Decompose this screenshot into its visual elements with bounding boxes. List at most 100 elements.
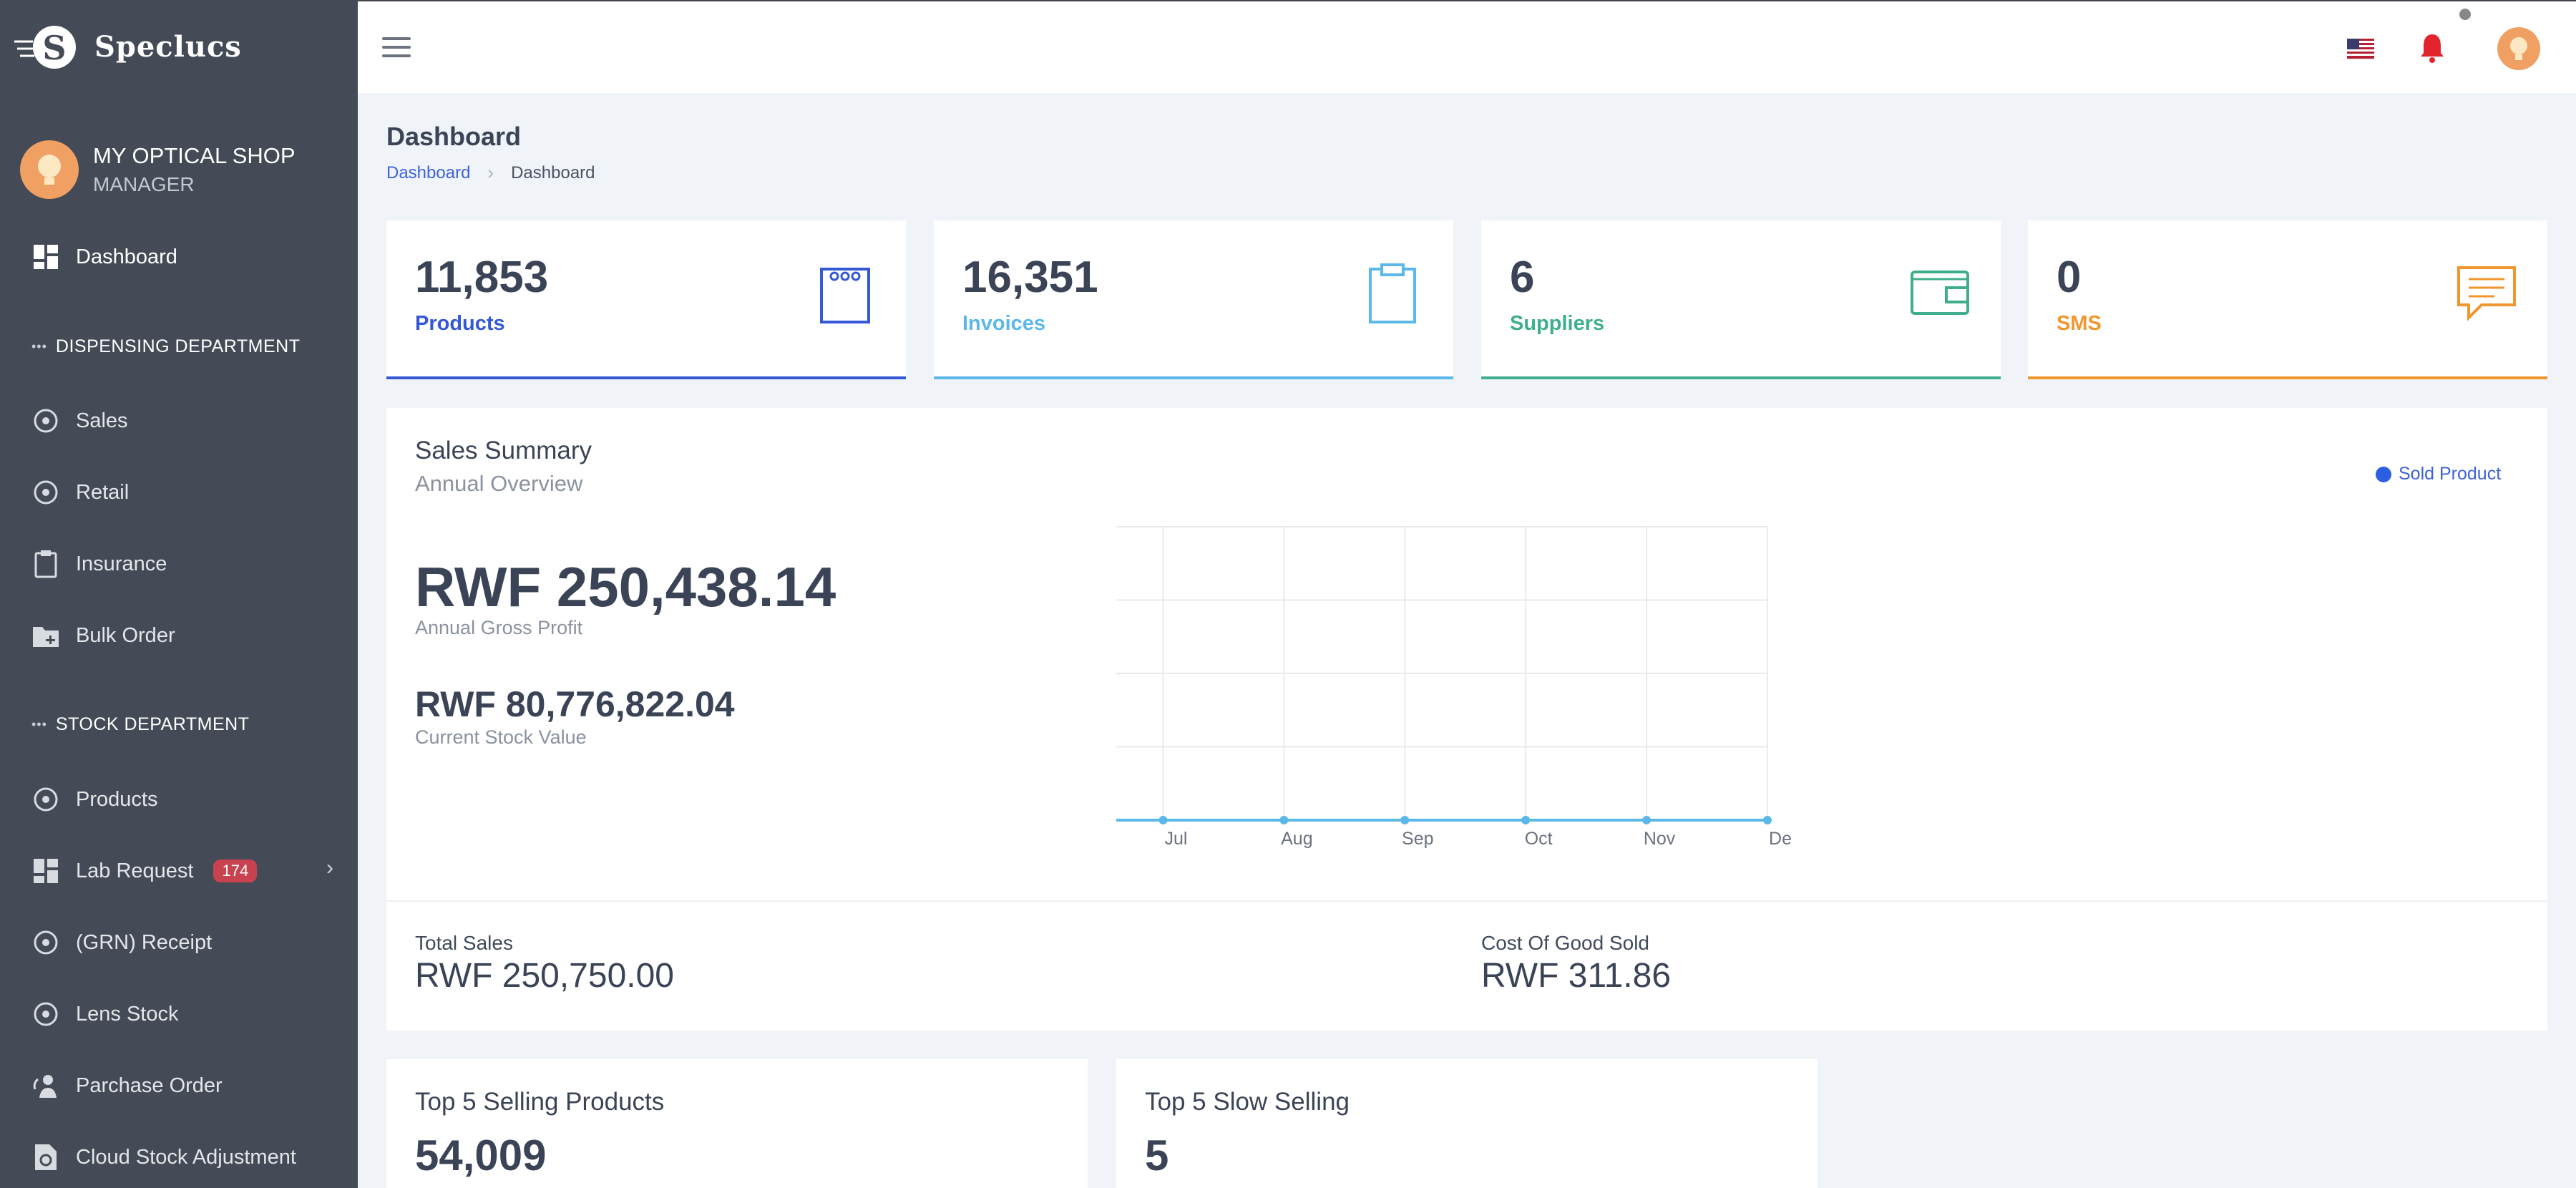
stat-value: 16,351 [962,253,1098,302]
page-title: Dashboard [386,122,522,151]
user-profile[interactable]: MY OPTICAL SHOP MANAGER [20,140,296,199]
clipboard-icon [1360,261,1425,325]
sales-line-chart: 05101520JanFebMarAprMayJunJulAugSepOctNo… [1116,526,1792,849]
sidebar-item-label: Lab Request [76,859,194,882]
lab-request-badge: 174 [213,860,258,882]
circle-dot-icon [31,406,60,435]
sidebar-item-label: Insurance [76,552,167,575]
status-dot [2459,9,2471,20]
data-point[interactable] [1279,816,1289,824]
top-bar [358,0,2576,93]
sidebar-item-insurance[interactable]: Insurance [31,546,167,582]
stat-card-invoices[interactable]: 16,351 Invoices [934,220,1453,379]
section-dispensing: ••• DISPENSING DEPARTMENT [31,336,301,356]
sidebar-item-products[interactable]: Products [31,782,157,817]
x-tick-label: Sep [1402,829,1433,849]
data-point[interactable] [1763,816,1772,824]
card-accent [934,376,1453,379]
clipboard-icon [31,550,60,578]
card-value: 54,009 [415,1131,547,1179]
wallet-icon [1908,261,1972,325]
person-sync-icon [31,1071,60,1100]
circle-dot-icon [31,785,60,814]
top-selling-card[interactable]: Top 5 Selling Products 54,009 [386,1059,1088,1188]
circle-dot-icon [31,478,60,507]
stat-label: SMS [2057,312,2102,335]
file-sync-icon [31,1143,60,1172]
section-stock: ••• STOCK DEPARTMENT [31,714,250,734]
x-tick-label: Nov [1644,829,1676,849]
stat-card-sms[interactable]: 0 SMS [2028,220,2547,379]
x-tick-label: Oct [1525,829,1553,849]
sidebar-item-sales[interactable]: Sales [31,403,128,439]
data-point[interactable] [1642,816,1652,824]
x-tick-label: Aug [1281,829,1312,849]
circle-dot-icon [31,928,60,957]
x-tick-label: Jul [1164,829,1187,849]
sidebar-item-purchase-order[interactable]: Parchase Order [31,1068,223,1104]
section-label: DISPENSING DEPARTMENT [55,336,301,356]
logo-icon: S [14,20,79,73]
slow-selling-card[interactable]: Top 5 Slow Selling 5 [1116,1059,1818,1188]
total-sales-label: Total Sales [415,932,513,954]
breadcrumb-link[interactable]: Dashboard [386,162,471,182]
sidebar-item-lens-stock[interactable]: Lens Stock [31,996,178,1032]
sidebar-item-grn-receipt[interactable]: (GRN) Receipt [31,925,212,960]
stat-value: 11,853 [415,253,549,302]
bell-icon[interactable] [2419,31,2446,67]
breadcrumb-current: Dashboard [511,162,595,182]
sidebar-item-label: Products [76,787,158,811]
app-name: Speclucs [94,29,242,64]
sidebar-item-bulk-order[interactable]: Bulk Order [31,618,175,653]
gross-profit-label: Annual Gross Profit [415,617,583,638]
sidebar-item-label: Retail [76,480,130,504]
sidebar: S Speclucs MY OPTICAL SHOP MANAGER Dashb… [0,0,358,1188]
svg-text:S: S [42,29,66,67]
avatar [20,140,79,199]
sidebar-item-label: Dashboard [76,245,177,268]
divider [386,900,2547,902]
chart-legend[interactable]: Sold Product [2376,464,2501,485]
card-accent [2028,376,2547,379]
menu-icon[interactable] [382,37,411,59]
card-title: Top 5 Slow Selling [1145,1088,1350,1116]
stat-card-suppliers[interactable]: 6 Suppliers [1481,220,2001,379]
chat-icon [2454,261,2519,325]
sidebar-item-dashboard[interactable]: Dashboard [31,239,177,275]
us-flag-icon[interactable] [2347,39,2374,59]
series-line [1116,819,1767,822]
stock-value-label: Current Stock Value [415,726,587,748]
data-point[interactable] [1158,816,1168,824]
panel-subtitle: Annual Overview [415,471,583,496]
app-logo[interactable]: S Speclucs [14,20,242,73]
gross-profit-value: RWF 250,438.14 [415,555,836,618]
data-point[interactable] [1521,816,1531,824]
chevron-right-icon[interactable]: › [326,856,333,880]
stat-label: Products [415,312,505,335]
stat-value: 6 [1510,253,1535,302]
total-sales-value: RWF 250,750.00 [415,957,674,995]
chevron-right-icon: › [487,162,494,183]
legend-label: Sold Product [2399,464,2502,484]
dashboard-icon [31,243,60,271]
data-point[interactable] [1400,816,1410,824]
sales-summary-panel: Sales Summary Annual Overview RWF 250,43… [386,408,2547,1031]
sidebar-item-label: (GRN) Receipt [76,930,213,954]
sidebar-item-retail[interactable]: Retail [31,474,129,510]
breadcrumb: Dashboard › Dashboard [386,162,595,184]
panel-title: Sales Summary [415,437,592,464]
sidebar-item-cloud-stock[interactable]: Cloud Stock Adjustment [31,1139,296,1175]
sidebar-item-label: Sales [76,409,128,432]
folder-plus-icon [31,621,60,650]
stock-value: RWF 80,776,822.04 [415,684,735,724]
stat-label: Suppliers [1510,312,1605,335]
x-tick-label: De [1769,829,1792,849]
card-value: 5 [1145,1131,1169,1179]
stat-card-products[interactable]: 11,853 Products [386,220,906,379]
stat-value: 0 [2057,253,2082,302]
sidebar-item-lab-request[interactable]: Lab Request 174 [31,853,258,889]
profile-role: MANAGER [93,173,195,195]
sidebar-item-label: Lens Stock [76,1002,179,1026]
user-avatar[interactable] [2497,27,2540,70]
sidebar-item-label: Parchase Order [76,1073,223,1097]
